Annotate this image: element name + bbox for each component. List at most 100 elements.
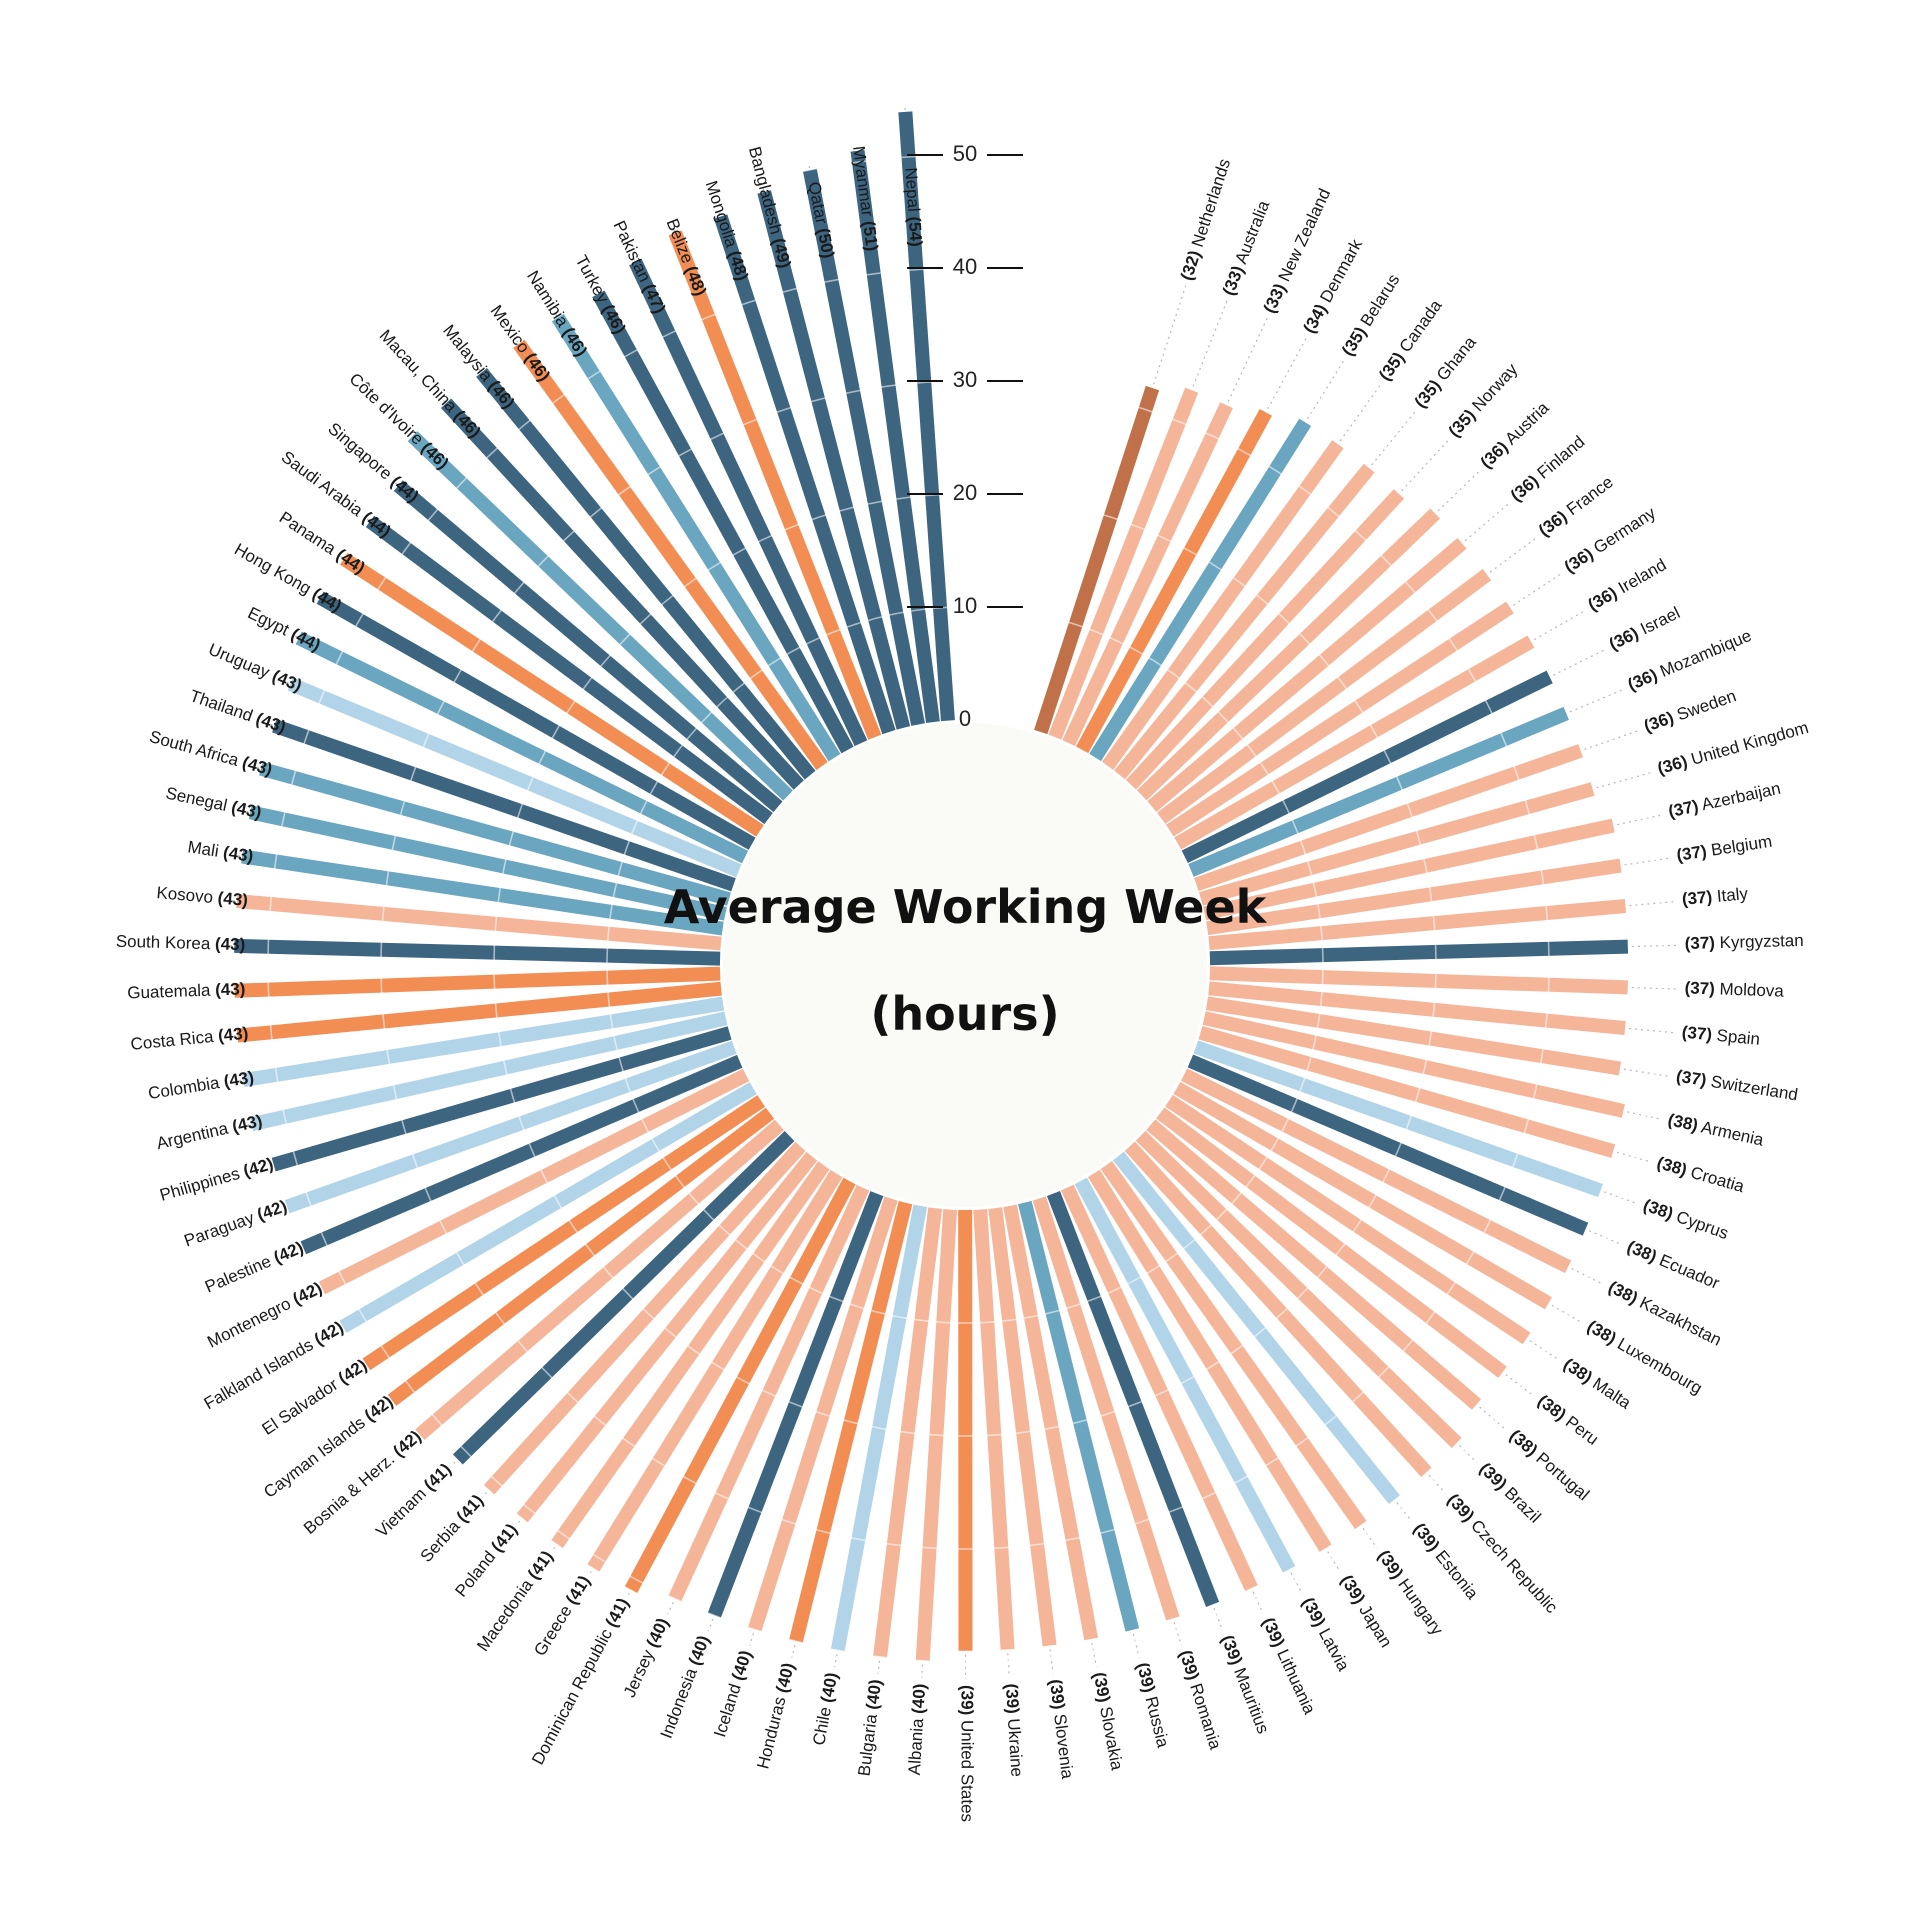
- bar-malaysia: [476, 367, 816, 780]
- bar-kyrgyzstan: [1209, 939, 1629, 966]
- bar-namibia: [551, 313, 841, 762]
- bar-bangladesh: [757, 190, 911, 730]
- country-label: (39) Ukraine: [1001, 1683, 1026, 1778]
- country-label: Chile (40): [810, 1671, 842, 1747]
- leader-line: [1192, 300, 1228, 387]
- country-label: (37) Switzerland: [1675, 1067, 1799, 1105]
- bar-moldova: [1209, 966, 1628, 995]
- tick-label: 20: [953, 480, 977, 505]
- bar-argentina: [250, 1011, 728, 1132]
- bar-poland: [516, 1151, 818, 1523]
- bar-el-salvador: [362, 1095, 766, 1371]
- country-label: (39) Slovenia: [1045, 1678, 1076, 1780]
- bars-layer: [234, 111, 1629, 1662]
- country-label: (39) Slovakia: [1089, 1671, 1126, 1773]
- bar-mauritius: [1046, 1190, 1220, 1607]
- bar-italy: [1208, 899, 1627, 951]
- country-label: (38) Cyprus: [1641, 1196, 1731, 1244]
- bar-guatemala: [234, 966, 721, 998]
- country-label: Philippines (42): [158, 1155, 276, 1206]
- country-label: Nepal (54): [901, 167, 925, 248]
- bar-nepal: [898, 111, 955, 722]
- country-label: Senegal (43): [164, 784, 263, 823]
- country-label: (39) United States: [957, 1685, 976, 1822]
- chart-subtitle: (hours): [870, 987, 1059, 1041]
- bar-latvia: [1074, 1177, 1296, 1573]
- tick-label: 40: [953, 254, 977, 279]
- country-label: Guatemala (43): [127, 980, 246, 1003]
- leader-line: [1617, 814, 1664, 826]
- country-label: (38) Peru: [1534, 1391, 1602, 1449]
- country-label: (36) Sweden: [1642, 687, 1739, 737]
- bar-ukraine: [973, 1209, 1015, 1650]
- tick-label: 50: [953, 141, 977, 166]
- leader-line: [1553, 648, 1606, 676]
- leader-line: [589, 1571, 592, 1574]
- country-label: Myanmar (51): [848, 145, 881, 252]
- bar-philippines: [271, 1026, 732, 1172]
- country-label: (37) Belgium: [1675, 832, 1773, 865]
- bar-saudi-arabia: [365, 515, 773, 825]
- bar-malta: [1165, 1094, 1531, 1345]
- leader-line: [1371, 410, 1417, 466]
- country-label: (37) Kyrgyzstan: [1684, 931, 1804, 953]
- country-label: Iceland (40): [711, 1648, 756, 1739]
- leader-line: [1631, 944, 1679, 948]
- country-label: (39) Russia: [1132, 1661, 1172, 1750]
- bar-macedonia: [551, 1161, 830, 1549]
- rung-circle: [380, 380, 1550, 1550]
- leader-line: [553, 1546, 556, 1550]
- country-label: Honduras (40): [754, 1661, 799, 1771]
- bar-armenia: [1202, 1011, 1625, 1118]
- bar-paraguay: [284, 1040, 737, 1214]
- leader-line: [1132, 1633, 1140, 1658]
- leader-line: [484, 1492, 487, 1495]
- country-label: (39) Brazil: [1475, 1459, 1544, 1527]
- leader-line: [1396, 1502, 1413, 1523]
- country-label: Poland (41): [452, 1520, 522, 1600]
- country-label: South Africa (43): [147, 727, 274, 779]
- leader-line: [1584, 729, 1640, 751]
- leader-line: [1623, 1068, 1671, 1078]
- bar-slovakia: [1003, 1204, 1099, 1641]
- bar-thailand: [272, 719, 736, 892]
- country-label: Bulgaria (40): [855, 1678, 886, 1777]
- leader-line: [269, 1162, 280, 1167]
- country-label: Argentina (43): [155, 1112, 264, 1154]
- bar-falkland-islands: [339, 1082, 757, 1333]
- leader-line: [453, 1461, 456, 1464]
- bar-turkey: [592, 290, 854, 754]
- center-disc: [723, 723, 1207, 1207]
- country-label: (32) Netherlands: [1177, 157, 1234, 283]
- country-label: (36) United Kingdom: [1655, 718, 1810, 778]
- bar-costa-rica: [236, 981, 722, 1043]
- leader-line: [667, 1602, 674, 1615]
- bar-peru: [1156, 1107, 1507, 1378]
- bar-luxembourg: [1173, 1081, 1552, 1310]
- country-label: Egypt (44): [245, 604, 324, 656]
- leader-line: [1489, 536, 1538, 573]
- tick-label: 10: [953, 593, 977, 618]
- country-label: Mongolia (48): [701, 178, 751, 283]
- leader-line: [707, 1618, 714, 1632]
- bar-cyprus: [1193, 1040, 1603, 1198]
- country-label: (36) Israel: [1606, 604, 1683, 655]
- leader-line: [1327, 1551, 1342, 1573]
- country-label: Palestine (42): [202, 1238, 306, 1297]
- bar-ghana: [1114, 463, 1375, 780]
- bar-hungary: [1100, 1161, 1367, 1530]
- country-label: Costa Rica (43): [130, 1024, 249, 1054]
- leader-line: [1267, 337, 1307, 410]
- country-label: (39) Japan: [1336, 1572, 1395, 1651]
- leader-line: [1479, 1406, 1507, 1431]
- country-label: Thailand (43): [187, 687, 288, 738]
- bar-ecuador: [1187, 1054, 1589, 1236]
- leader-line: [1512, 572, 1563, 606]
- rung-lines: [154, 154, 1776, 1776]
- leader-line: [1631, 986, 1679, 990]
- country-label: Serbia (41): [417, 1491, 488, 1566]
- bar-australia: [1048, 387, 1199, 740]
- country-label: Belize (48): [662, 216, 710, 299]
- leader-line: [627, 1592, 630, 1595]
- leader-line: [1428, 1474, 1446, 1494]
